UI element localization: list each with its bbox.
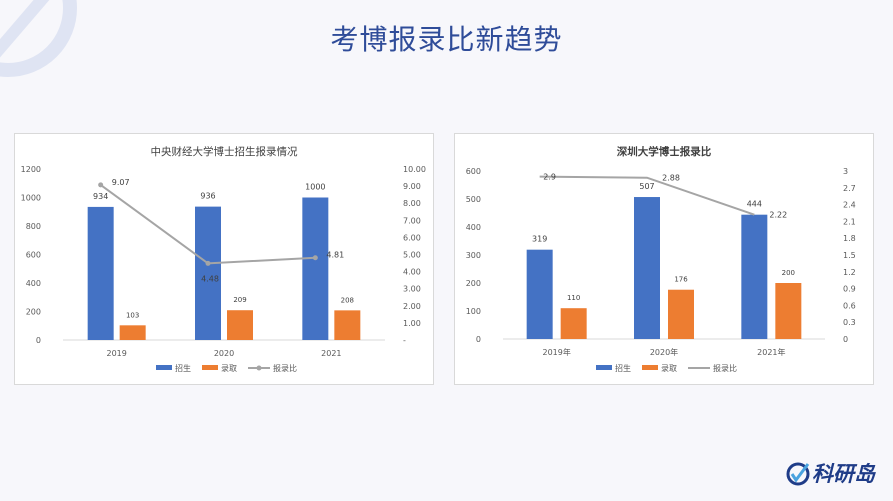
legend-label-报录比: 报录比 [713, 363, 737, 373]
keyandao-logo: 科研岛 [786, 458, 881, 488]
bar-录取-2020年 [668, 289, 694, 339]
y2-tick-label: 0 [843, 335, 848, 344]
x-tick-label: 2021年 [757, 347, 785, 357]
y-tick-label: 800 [26, 222, 41, 231]
y-tick-label: 0 [476, 335, 481, 344]
y2-tick-label: - [403, 336, 406, 345]
data-label-招生: 444 [747, 200, 762, 209]
chart-panel-szu: 深圳大学博士报录比 0 100 200 300 400 500 600 0 0.3 0.6 0.9 1.… [454, 133, 874, 385]
bar-招生-2020年 [634, 197, 660, 339]
data-label-录取: 200 [782, 269, 795, 277]
y-tick-label: 1000 [21, 194, 41, 203]
bar-录取-2019年 [560, 308, 587, 339]
bar-录取-2021 [334, 310, 361, 340]
data-label-录取: 110 [567, 294, 580, 302]
data-label-录取: 176 [674, 276, 688, 284]
y2-tick-label: 1.8 [843, 234, 856, 243]
x-tick-label: 2021 [321, 349, 341, 358]
x-tick-label: 2020年 [650, 347, 678, 357]
data-label-录取: 209 [233, 296, 246, 304]
y-tick-label: 400 [466, 223, 481, 232]
bar-招生-2019年 [526, 249, 553, 339]
line-报录比 [539, 175, 755, 216]
legend-marker-报录比 [256, 365, 262, 371]
y2-tick-label: 8.00 [403, 199, 421, 208]
legend-swatch-录取 [202, 365, 218, 370]
legend-swatch-招生 [596, 365, 612, 370]
y2-tick-label: 1.2 [843, 268, 856, 277]
data-label-报录比: 4.48 [201, 274, 219, 283]
corner-decoration [0, 0, 77, 77]
bar-招生-2019 [87, 206, 114, 340]
x-tick-label: 2020 [214, 349, 234, 358]
chart-szu: 深圳大学博士报录比 0 100 200 300 400 500 600 0 0.3 0.6 0.9 1.… [466, 145, 856, 373]
data-label-录取: 208 [341, 296, 354, 304]
y2-tick-label: 3 [843, 167, 848, 176]
y2-tick-label: 2.4 [843, 201, 856, 210]
y2-tick-label: 3.00 [403, 285, 421, 294]
logo-icon [786, 462, 810, 486]
line-marker-报录比 [98, 182, 104, 188]
y2-tick-label: 7.00 [403, 216, 421, 225]
logo-text: 科研岛 [812, 462, 875, 486]
legend-label-招生: 招生 [175, 363, 191, 373]
y2-tick-label: 4.00 [403, 268, 421, 277]
legend-swatch-录取 [642, 365, 658, 370]
data-label-报录比: 2.88 [662, 174, 680, 183]
data-label-报录比: 4.81 [326, 251, 344, 260]
y-tick-label: 200 [466, 279, 481, 288]
data-label-报录比: 2.9 [543, 173, 556, 182]
legend-label-报录比: 报录比 [273, 363, 297, 373]
y-tick-label: 0 [36, 336, 41, 345]
y-tick-label: 400 [26, 279, 41, 288]
bar-招生-2020 [195, 206, 221, 340]
y-tick-label: 300 [466, 251, 481, 260]
bar-招生-2021 [302, 197, 329, 340]
y-tick-label: 500 [466, 195, 481, 204]
bar-招生-2021年 [741, 214, 768, 339]
data-label-报录比: 2.22 [769, 211, 787, 220]
y2-tick-label: 10.00 [403, 165, 426, 174]
chart-panel-cufe: 中央财经大学博士招生报录情况 0 200 400 600 800 1000 1200 - 1.00… [14, 133, 434, 385]
y-tick-label: 1200 [21, 165, 41, 174]
y-tick-label: 200 [26, 308, 41, 317]
y2-tick-label: 2.1 [843, 217, 856, 226]
legend-swatch-招生 [156, 365, 172, 370]
slide-title: 考博报录比新趋势 [330, 23, 563, 56]
y2-tick-label: 1.00 [403, 319, 421, 328]
data-label-录取: 103 [126, 311, 139, 319]
y-tick-label: 600 [26, 251, 41, 260]
bar-录取-2021年 [775, 283, 802, 339]
x-tick-label: 2019年 [542, 347, 570, 357]
legend-label-招生: 招生 [615, 363, 631, 373]
y2-tick-label: 2.7 [843, 184, 856, 193]
y2-tick-label: 0.3 [843, 318, 856, 327]
data-label-招生: 1000 [305, 183, 325, 192]
y-tick-label: 600 [466, 167, 481, 176]
y2-tick-label: 2.00 [403, 302, 421, 311]
x-tick-label: 2019 [106, 349, 126, 358]
data-label-招生: 319 [532, 235, 547, 244]
bar-录取-2020 [227, 310, 253, 340]
y2-tick-label: 0.6 [843, 301, 856, 310]
legend-label-录取: 录取 [221, 364, 237, 373]
chart-title: 深圳大学博士报录比 [617, 145, 712, 158]
data-label-招生: 934 [93, 192, 108, 201]
data-label-报录比: 9.07 [112, 178, 130, 187]
legend-label-录取: 录取 [661, 364, 677, 373]
y2-tick-label: 1.5 [843, 251, 856, 260]
y2-tick-label: 0.9 [843, 285, 856, 294]
y2-tick-label: 5.00 [403, 251, 421, 260]
y2-tick-label: 9.00 [403, 182, 421, 191]
data-label-招生: 507 [639, 182, 654, 191]
data-label-招生: 936 [200, 192, 215, 201]
y-tick-label: 100 [466, 307, 481, 316]
line-marker-报录比 [205, 260, 211, 266]
chart-cufe: 中央财经大学博士招生报录情况 0 200 400 600 800 1000 1200 - 1.00… [21, 145, 426, 373]
bar-录取-2019 [119, 325, 146, 340]
y2-tick-label: 6.00 [403, 233, 421, 242]
line-marker-报录比 [312, 255, 318, 261]
chart-title: 中央财经大学博士招生报录情况 [151, 145, 298, 158]
